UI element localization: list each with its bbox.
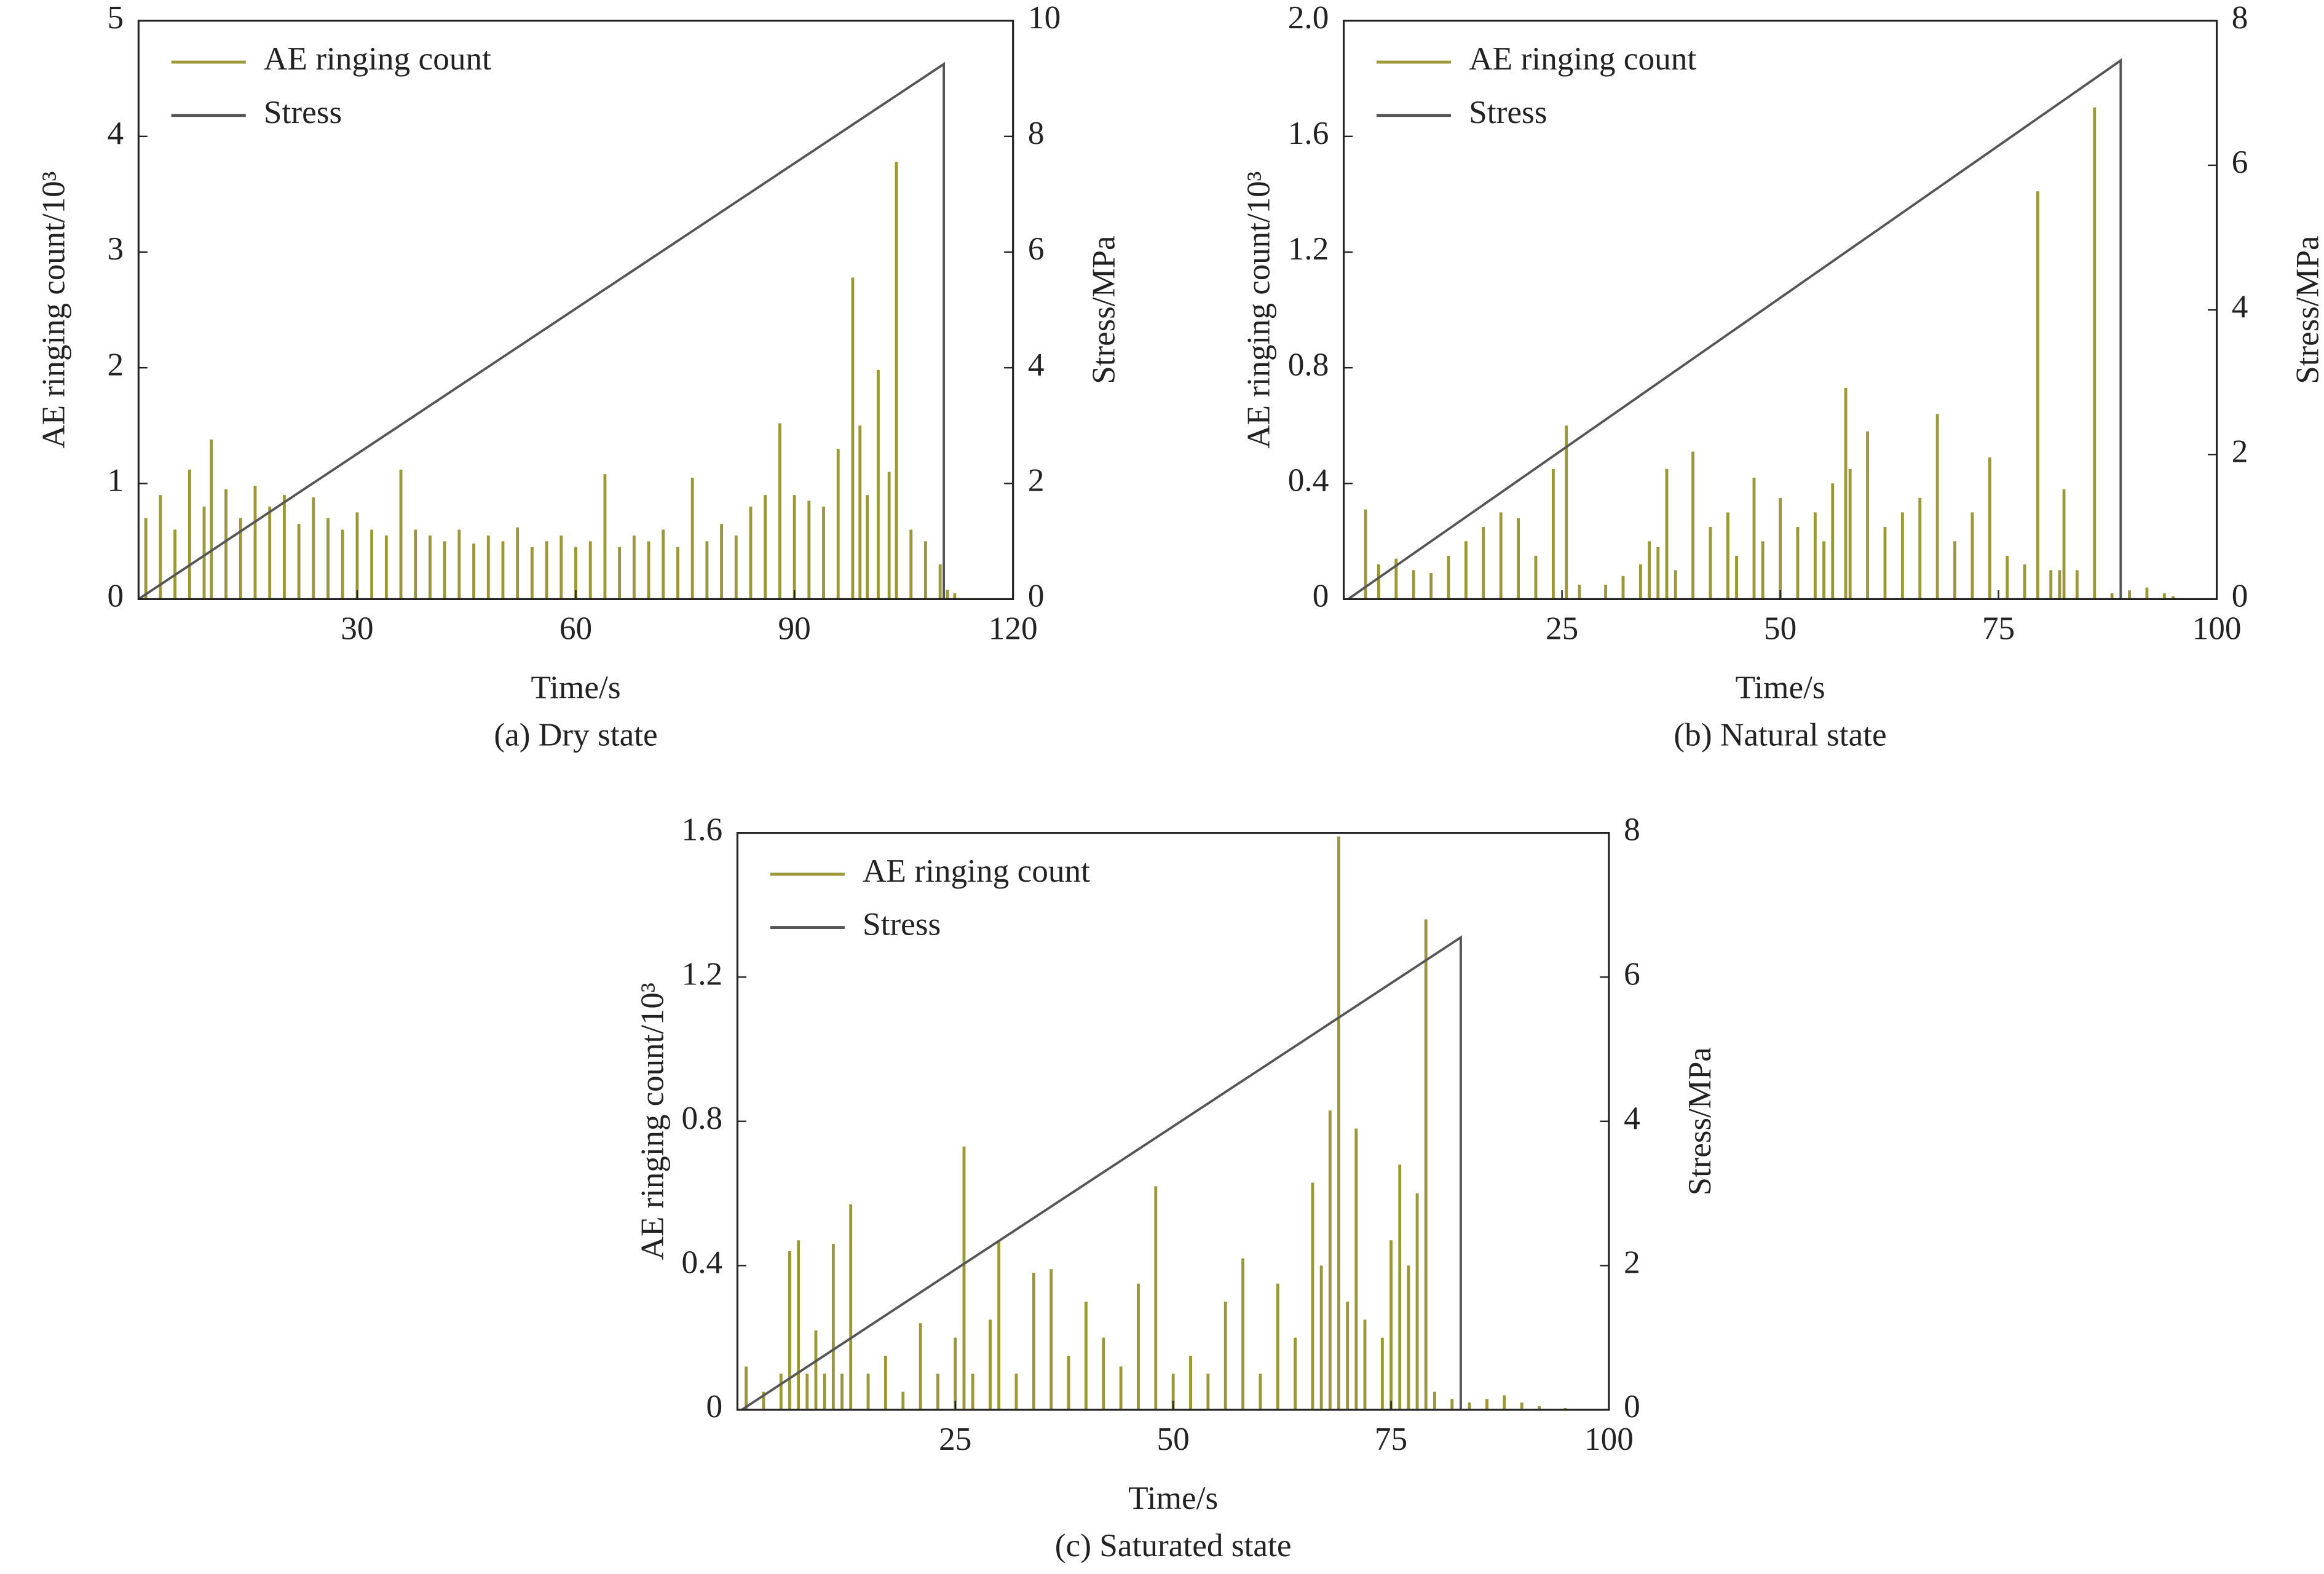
x-tick-label: 90 bbox=[778, 611, 810, 647]
legend-label: AE ringing count bbox=[1469, 41, 1696, 77]
y2-axis-label: Stress/MPa bbox=[1086, 235, 1121, 384]
y-tick-label: 2.0 bbox=[1288, 0, 1329, 36]
y2-axis-label: Stress/MPa bbox=[2290, 235, 2324, 384]
chart-title: (a) Dry state bbox=[494, 718, 657, 753]
legend-label: AE ringing count bbox=[863, 853, 1090, 889]
y2-tick-label: 2 bbox=[1624, 1245, 1640, 1281]
y2-tick-label: 4 bbox=[1028, 347, 1045, 382]
y-tick-label: 3 bbox=[107, 231, 124, 267]
y-tick-label: 5 bbox=[107, 0, 124, 36]
y-tick-label: 1.2 bbox=[682, 956, 723, 992]
y2-tick-label: 0 bbox=[2232, 579, 2248, 614]
y-tick-label: 0 bbox=[706, 1389, 723, 1425]
y2-tick-label: 4 bbox=[2232, 289, 2248, 325]
y2-tick-label: 6 bbox=[1624, 956, 1640, 992]
y-tick-label: 0 bbox=[107, 579, 124, 614]
x-tick-label: 120 bbox=[989, 611, 1038, 647]
y2-tick-label: 6 bbox=[1028, 231, 1045, 267]
y2-axis-label: Stress/MPa bbox=[1682, 1047, 1718, 1195]
stress-line bbox=[1347, 58, 2122, 601]
y2-tick-label: 8 bbox=[1028, 116, 1045, 151]
y2-tick-label: 2 bbox=[1028, 463, 1045, 499]
y-axis-label: AE ringing count/10³ bbox=[1241, 172, 1276, 449]
y-tick-label: 0.4 bbox=[1288, 463, 1329, 499]
x-axis-label: Time/s bbox=[531, 670, 620, 706]
x-tick-label: 75 bbox=[1375, 1422, 1407, 1457]
legend-label: AE ringing count bbox=[264, 41, 491, 77]
x-tick-label: 100 bbox=[2192, 611, 2242, 647]
y2-tick-label: 6 bbox=[2232, 144, 2248, 180]
x-axis-label: Time/s bbox=[1735, 670, 1825, 706]
y2-tick-label: 8 bbox=[1624, 812, 1640, 848]
y-tick-label: 1.6 bbox=[1288, 116, 1329, 151]
y-tick-label: 0.8 bbox=[1288, 347, 1329, 382]
y-axis-label: AE ringing count/10³ bbox=[36, 172, 71, 449]
x-tick-label: 25 bbox=[1546, 611, 1578, 647]
y-tick-label: 0.8 bbox=[682, 1101, 723, 1136]
y2-tick-label: 10 bbox=[1028, 0, 1061, 36]
x-tick-label: 25 bbox=[939, 1422, 971, 1457]
x-axis-label: Time/s bbox=[1128, 1481, 1218, 1516]
y2-tick-label: 8 bbox=[2232, 0, 2248, 36]
x-tick-label: 30 bbox=[341, 611, 373, 647]
y-tick-label: 1.2 bbox=[1288, 231, 1329, 267]
legend-label: Stress bbox=[1469, 95, 1547, 130]
y-tick-label: 2 bbox=[107, 347, 124, 382]
legend-label: Stress bbox=[264, 95, 342, 130]
y-tick-label: 1.6 bbox=[682, 812, 723, 848]
y2-tick-label: 0 bbox=[1624, 1389, 1640, 1425]
y-tick-label: 0.4 bbox=[682, 1245, 723, 1281]
y2-tick-label: 4 bbox=[1624, 1101, 1640, 1136]
x-tick-label: 60 bbox=[559, 611, 592, 647]
x-tick-label: 100 bbox=[1584, 1422, 1634, 1457]
chart-title: (b) Natural state bbox=[1674, 718, 1886, 753]
y-tick-label: 1 bbox=[107, 463, 124, 499]
y-tick-label: 0 bbox=[1313, 579, 1329, 614]
y2-tick-label: 2 bbox=[2232, 434, 2248, 470]
legend-label: Stress bbox=[863, 907, 941, 943]
stress-line bbox=[138, 61, 946, 601]
y2-tick-label: 0 bbox=[1028, 579, 1045, 614]
y-tick-label: 4 bbox=[107, 116, 124, 151]
chart-title: (c) Saturated state bbox=[1055, 1528, 1292, 1564]
x-tick-label: 75 bbox=[1982, 611, 2015, 647]
x-tick-label: 50 bbox=[1764, 611, 1796, 647]
stress-line bbox=[741, 935, 1462, 1411]
y-axis-label: AE ringing count/10³ bbox=[634, 983, 670, 1260]
x-tick-label: 50 bbox=[1157, 1422, 1190, 1457]
